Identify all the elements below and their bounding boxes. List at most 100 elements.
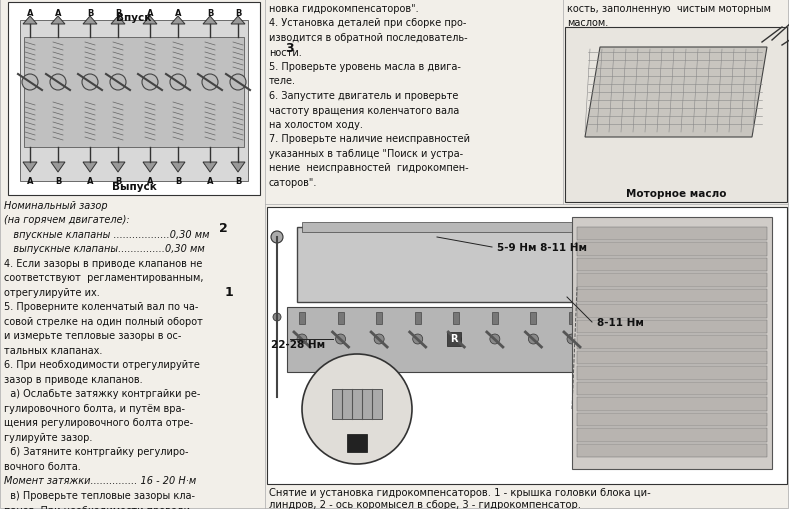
Polygon shape	[203, 17, 217, 25]
Circle shape	[170, 75, 186, 91]
Circle shape	[302, 354, 412, 464]
Text: саторов".: саторов".	[269, 178, 317, 188]
Text: 5-9 Нм 8-11 Нм: 5-9 Нм 8-11 Нм	[497, 242, 587, 252]
Text: A: A	[147, 9, 153, 18]
Bar	[577, 274, 767, 287]
Bar	[577, 444, 767, 457]
Text: Моторное масло: Моторное масло	[626, 189, 726, 199]
Text: в) Проверьте тепловые зазоры кла-: в) Проверьте тепловые зазоры кла-	[4, 490, 195, 500]
Polygon shape	[111, 163, 125, 173]
Bar	[8, 3, 260, 195]
Circle shape	[142, 75, 158, 91]
Text: 4. Установка деталей при сборке про-: 4. Установка деталей при сборке про-	[269, 18, 466, 29]
Bar	[454, 313, 459, 324]
Bar	[577, 366, 767, 380]
Circle shape	[567, 334, 577, 344]
Bar	[20, 21, 248, 182]
Text: A: A	[87, 177, 93, 186]
Bar	[287, 307, 587, 372]
Text: указанных в таблице "Поиск и устра-: указанных в таблице "Поиск и устра-	[269, 149, 463, 159]
Text: A: A	[54, 9, 62, 18]
Text: частоту вращения коленчатого вала: частоту вращения коленчатого вала	[269, 105, 459, 115]
Bar	[299, 313, 305, 324]
Text: Момент затяжки............... 16 - 20 Н·м: Момент затяжки............... 16 - 20 Н·…	[4, 475, 196, 486]
Text: 5. Проверните коленчатый вал по ча-: 5. Проверните коленчатый вал по ча-	[4, 302, 198, 312]
Polygon shape	[203, 163, 217, 173]
Circle shape	[50, 75, 66, 91]
Circle shape	[273, 314, 281, 321]
Text: изводится в обратной последователь-: изводится в обратной последователь-	[269, 33, 468, 43]
Text: R: R	[451, 333, 458, 344]
Bar	[332, 389, 382, 419]
Text: 5. Проверьте уровень масла в двига-: 5. Проверьте уровень масла в двига-	[269, 62, 461, 72]
Text: новка гидрокомпенсаторов".: новка гидрокомпенсаторов".	[269, 4, 419, 14]
Text: 22-28 Нм: 22-28 Нм	[271, 340, 325, 349]
Text: 6. Запустите двигатель и проверьте: 6. Запустите двигатель и проверьте	[269, 91, 458, 101]
Bar	[577, 305, 767, 318]
Text: выпускные клапаны...............0,30 мм: выпускные клапаны...............0,30 мм	[4, 244, 205, 254]
Bar	[577, 351, 767, 364]
Text: теле.: теле.	[269, 76, 296, 87]
Text: B: B	[87, 9, 93, 18]
Text: B: B	[54, 177, 62, 186]
Bar	[577, 413, 767, 426]
Text: A: A	[174, 9, 181, 18]
Bar	[577, 428, 767, 442]
Text: 2: 2	[219, 221, 228, 234]
Text: впускные клапаны ..................0,30 мм: впускные клапаны ..................0,30 …	[4, 230, 210, 240]
Text: B: B	[207, 9, 213, 18]
Text: гулировочного болта, и путём вра-: гулировочного болта, и путём вра-	[4, 403, 185, 413]
Circle shape	[374, 334, 384, 344]
Text: отрегулируйте их.: отрегулируйте их.	[4, 288, 99, 297]
Bar	[24, 38, 244, 148]
Circle shape	[297, 334, 307, 344]
Text: ности.: ности.	[269, 47, 301, 58]
Text: нение  неисправностей  гидрокомпен-: нение неисправностей гидрокомпен-	[269, 163, 469, 173]
Text: а) Ослабьте затяжку контргайки ре-: а) Ослабьте затяжку контргайки ре-	[4, 389, 200, 399]
Circle shape	[22, 75, 38, 91]
Text: тальных клапанах.: тальных клапанах.	[4, 345, 103, 355]
Bar	[415, 313, 421, 324]
Bar	[577, 228, 767, 241]
Bar	[347, 434, 367, 452]
Circle shape	[335, 334, 346, 344]
Text: гулируйте зазор.: гулируйте зазор.	[4, 432, 92, 442]
Polygon shape	[231, 163, 245, 173]
Text: 3: 3	[286, 42, 294, 54]
Text: 8-11 Нм: 8-11 Нм	[597, 318, 644, 327]
Polygon shape	[51, 17, 65, 25]
Bar	[577, 382, 767, 395]
Bar	[577, 243, 767, 257]
Bar	[376, 313, 382, 324]
Bar	[572, 217, 772, 469]
Text: совой стрелке на один полный оборот: совой стрелке на один полный оборот	[4, 317, 203, 326]
Text: и измерьте тепловые зазоры в ос-: и измерьте тепловые зазоры в ос-	[4, 331, 181, 341]
Polygon shape	[111, 17, 125, 25]
Text: A: A	[27, 9, 33, 18]
Circle shape	[451, 334, 462, 344]
Circle shape	[230, 75, 246, 91]
Circle shape	[529, 334, 538, 344]
Text: маслом.: маслом.	[567, 18, 608, 29]
Circle shape	[271, 232, 283, 243]
Polygon shape	[23, 163, 37, 173]
Text: B: B	[235, 177, 241, 186]
Text: 7. Проверьте наличие неисправностей: 7. Проверьте наличие неисправностей	[269, 134, 470, 144]
Bar	[565, 28, 787, 203]
Polygon shape	[171, 163, 185, 173]
Bar	[530, 313, 537, 324]
Polygon shape	[51, 163, 65, 173]
Circle shape	[110, 75, 126, 91]
Text: кость, заполненную  чистым моторным: кость, заполненную чистым моторным	[567, 4, 771, 14]
Bar	[302, 222, 572, 233]
Text: 1: 1	[225, 285, 234, 298]
Circle shape	[413, 334, 423, 344]
Circle shape	[490, 334, 500, 344]
Polygon shape	[83, 17, 97, 25]
Bar	[577, 335, 767, 349]
Text: вочного болта.: вочного болта.	[4, 461, 80, 471]
Bar	[447, 332, 461, 346]
Text: B: B	[115, 177, 122, 186]
Polygon shape	[83, 163, 97, 173]
Text: B: B	[175, 177, 181, 186]
